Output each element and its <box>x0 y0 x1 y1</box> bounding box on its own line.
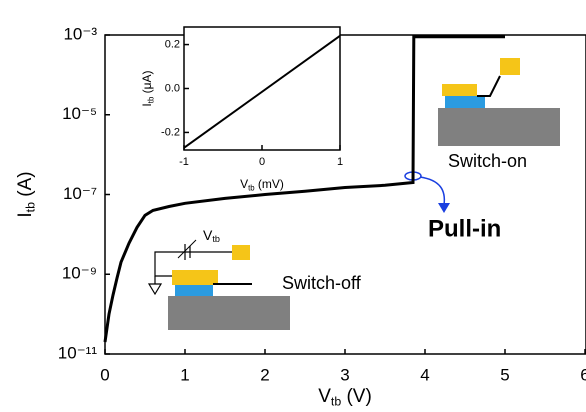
x-tick-label: 1 <box>180 365 189 384</box>
x-tick-label: 2 <box>260 365 269 384</box>
y-tick-label: 0.0 <box>165 82 180 94</box>
y-axis-label-sub: tb <box>147 96 156 103</box>
x-axis-label-rest: (V) <box>341 386 372 407</box>
x-tick-label: 4 <box>420 365 429 384</box>
switch-off-schematic <box>147 239 290 330</box>
x-axis-label-rest: (mV) <box>255 177 284 191</box>
y-tick-label: -0.2 <box>161 126 180 138</box>
y-tick-label: 0.2 <box>165 38 180 50</box>
y-tick-label: 10⁻⁷ <box>63 184 97 203</box>
x-tick-label: -1 <box>179 156 189 168</box>
y-tick-label: 10⁻⁹ <box>62 264 97 283</box>
x-axis-label-main: V <box>240 177 248 191</box>
x-axis-label: Vtb (V) <box>318 386 372 409</box>
switch-on-schematic <box>438 58 560 146</box>
vtb-label-main: V <box>203 227 213 243</box>
y-tick-label: 10⁻³ <box>63 24 97 43</box>
x-axis-label-main: V <box>318 386 331 407</box>
y-axis-label-rest: (A) <box>15 171 36 202</box>
x-axis-label-sub: tb <box>331 395 341 409</box>
x-axis-label: Vtb (mV) <box>240 177 284 192</box>
y-axis-label-main: I <box>15 212 36 217</box>
x-tick-label: 0 <box>259 156 265 168</box>
y-axis-label: Itb (A) <box>15 171 38 217</box>
switch-off-label: Switch-off <box>282 273 362 293</box>
y-axis-label-rest: (μA) <box>140 70 154 96</box>
x-tick-label: 6 <box>580 365 586 384</box>
y-axis-label: Itb (μA) <box>140 70 155 106</box>
x-tick-label: 5 <box>500 365 509 384</box>
x-axis-label-sub: tb <box>248 184 255 193</box>
vtb-label-sub: tb <box>212 235 220 245</box>
y-tick-label: 10⁻⁵ <box>62 104 97 123</box>
data-line <box>183 34 341 149</box>
y-axis-label-main: I <box>140 103 154 106</box>
x-tick-label: 1 <box>337 156 343 168</box>
x-tick-label: 0 <box>100 365 109 384</box>
y-tick-label: 10⁻¹¹ <box>58 343 98 362</box>
y-axis-label-sub: tb <box>24 202 38 212</box>
data-line <box>103 35 505 343</box>
x-tick-label: 3 <box>340 365 349 384</box>
switch-on-label: Switch-on <box>448 151 527 171</box>
vtb-label: Vtb <box>203 227 220 245</box>
pull-in-label: Pull-in <box>428 215 501 242</box>
